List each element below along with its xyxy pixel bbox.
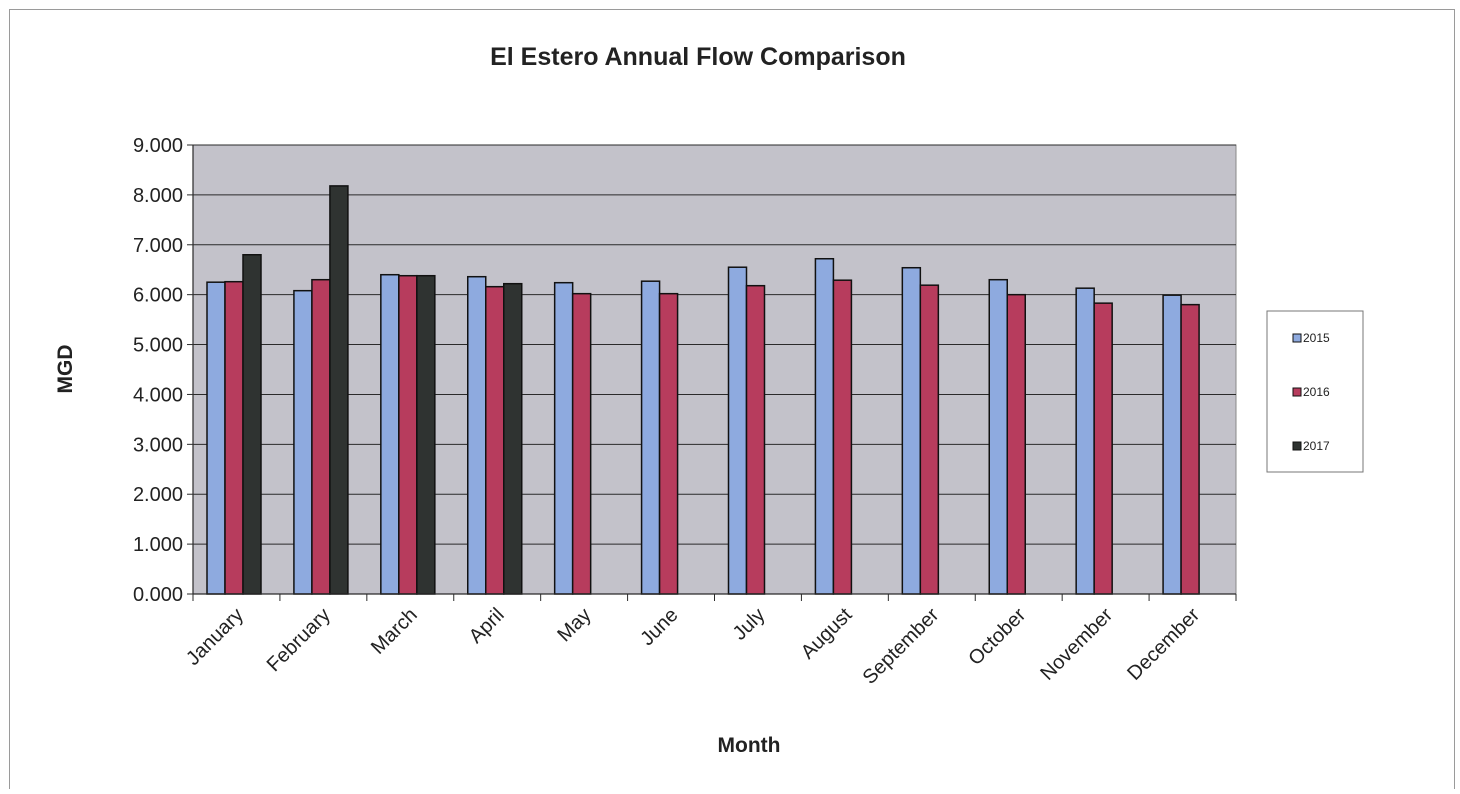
bar-2016-march: [398, 274, 418, 595]
y-axis-title: MGD: [54, 345, 77, 394]
bar-2015-february: [293, 289, 313, 595]
x-tick-label: April: [465, 604, 509, 648]
bars: [206, 185, 1200, 595]
bar-2015-september: [901, 266, 922, 595]
bar-2017-march: [416, 274, 436, 595]
y-tick-label: 0.000: [133, 584, 183, 606]
bar-2017-february: [329, 185, 349, 595]
x-tick-label: July: [729, 604, 770, 645]
legend-label-2017: 2017: [1303, 439, 1330, 453]
bar-2016-april: [485, 285, 505, 595]
bar-2015-may: [553, 281, 574, 595]
bar-2016-october: [1006, 293, 1026, 595]
x-tick-label: October: [964, 604, 1030, 670]
x-tick-label: June: [636, 604, 682, 650]
y-tick-labels: 0.000 1.000 2.000 3.000 4.000 5.000 6.000 7.000…: [133, 135, 183, 606]
y-tick-label: 5.000: [133, 335, 183, 357]
legend-swatch-2016: [1292, 387, 1302, 397]
x-tick-label: February: [263, 604, 335, 676]
x-tick-label: November: [1036, 604, 1117, 685]
chart-title: El Estero Annual Flow Comparison: [490, 43, 906, 71]
axes: [187, 144, 1237, 601]
y-tick-label: 1.000: [133, 534, 183, 556]
bar-2015-december: [1162, 294, 1182, 595]
x-tick-label: March: [367, 604, 422, 659]
bar-2015-april: [467, 275, 487, 595]
bar-2016-january: [224, 280, 244, 595]
bar-2015-march: [380, 273, 400, 595]
y-tick-label: 9.000: [133, 135, 183, 157]
x-tick-label: May: [553, 604, 595, 646]
gridlines: [193, 144, 1236, 545]
y-tick-label: 6.000: [133, 285, 183, 307]
bar-2016-june: [658, 292, 679, 595]
x-tick-label: August: [797, 604, 857, 664]
legend-label-2015: 2015: [1303, 331, 1330, 345]
legend-swatch-2017: [1292, 441, 1302, 451]
bar-2016-february: [311, 278, 331, 595]
x-tick-labels: January February March April May June July Augu…: [182, 604, 1204, 689]
bar-2015-october: [988, 278, 1008, 595]
y-tick-label: 8.000: [133, 185, 183, 207]
bar-2016-december: [1180, 303, 1200, 595]
bar-2016-may: [571, 292, 592, 595]
legend: 2015 2016 2017: [1266, 310, 1364, 473]
x-tick-label: September: [859, 604, 944, 689]
legend-box: [1266, 310, 1364, 473]
bar-2016-september: [919, 284, 940, 595]
chart-frame: [9, 9, 1455, 789]
x-axis-title: Month: [718, 734, 781, 757]
y-tick-label: 3.000: [133, 434, 183, 456]
bar-2017-april: [503, 282, 523, 595]
y-tick-label: 7.000: [133, 235, 183, 257]
y-tick-label: 2.000: [133, 484, 183, 506]
bar-2015-july: [727, 266, 748, 595]
x-tick-label: December: [1123, 604, 1204, 685]
legend-swatch-2015: [1292, 333, 1302, 343]
bar-2015-november: [1075, 287, 1095, 595]
bar-2016-november: [1093, 302, 1113, 595]
bar-2016-july: [745, 284, 766, 595]
legend-label-2016: 2016: [1303, 385, 1330, 399]
bar-2017-january: [242, 254, 262, 595]
bar-2015-june: [640, 280, 661, 595]
y-tick-label: 4.000: [133, 384, 183, 406]
bar-2015-january: [206, 281, 226, 595]
bar-2015-august: [814, 257, 835, 595]
bar-2016-august: [832, 279, 853, 595]
x-tick-label: January: [182, 604, 248, 670]
